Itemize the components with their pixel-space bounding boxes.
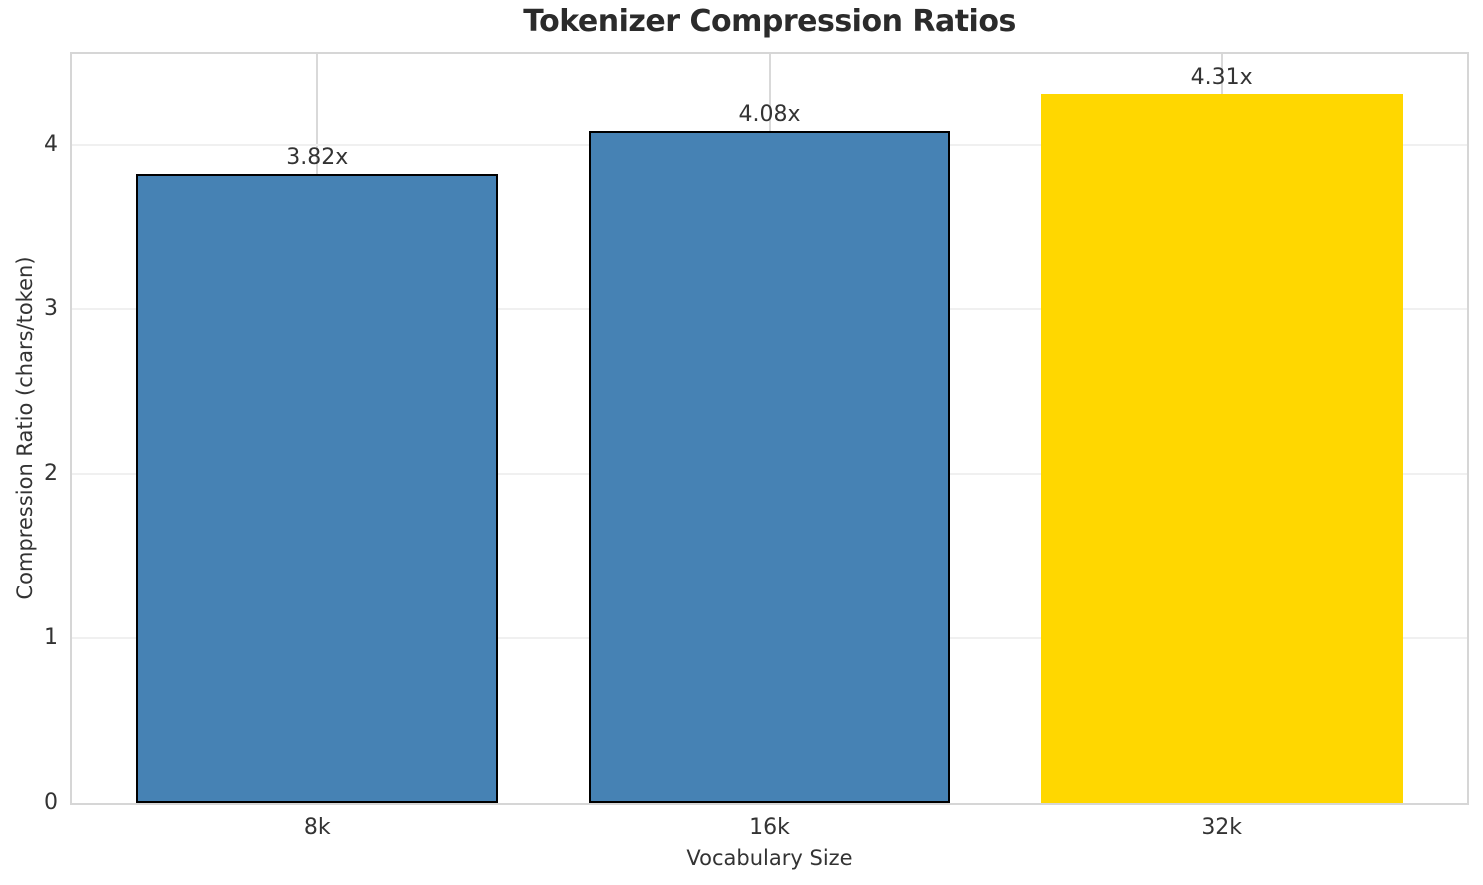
- x-tick-label: 16k: [749, 815, 790, 840]
- y-tick-label: 2: [44, 460, 58, 486]
- bar-value-label: 4.08x: [738, 102, 801, 128]
- bar-8k: [136, 174, 499, 803]
- bar-16k: [588, 131, 951, 803]
- y-tick-label: 1: [44, 625, 58, 651]
- y-tick-label: 4: [44, 131, 58, 157]
- x-tick-label: 32k: [1201, 815, 1243, 840]
- chart-title: Tokenizer Compression Ratios: [523, 4, 1016, 39]
- x-axis-label: Vocabulary Size: [686, 846, 853, 870]
- plot-area: 3.82x 4.08x 4.31x: [70, 52, 1469, 805]
- x-tick-label: 8k: [303, 815, 331, 840]
- bar-value-label: 3.82x: [286, 145, 349, 171]
- bar-32k: [1040, 93, 1403, 803]
- y-tick-label: 0: [44, 790, 58, 815]
- y-tick-label: 3: [44, 296, 58, 322]
- bar-value-label: 4.31x: [1190, 64, 1253, 90]
